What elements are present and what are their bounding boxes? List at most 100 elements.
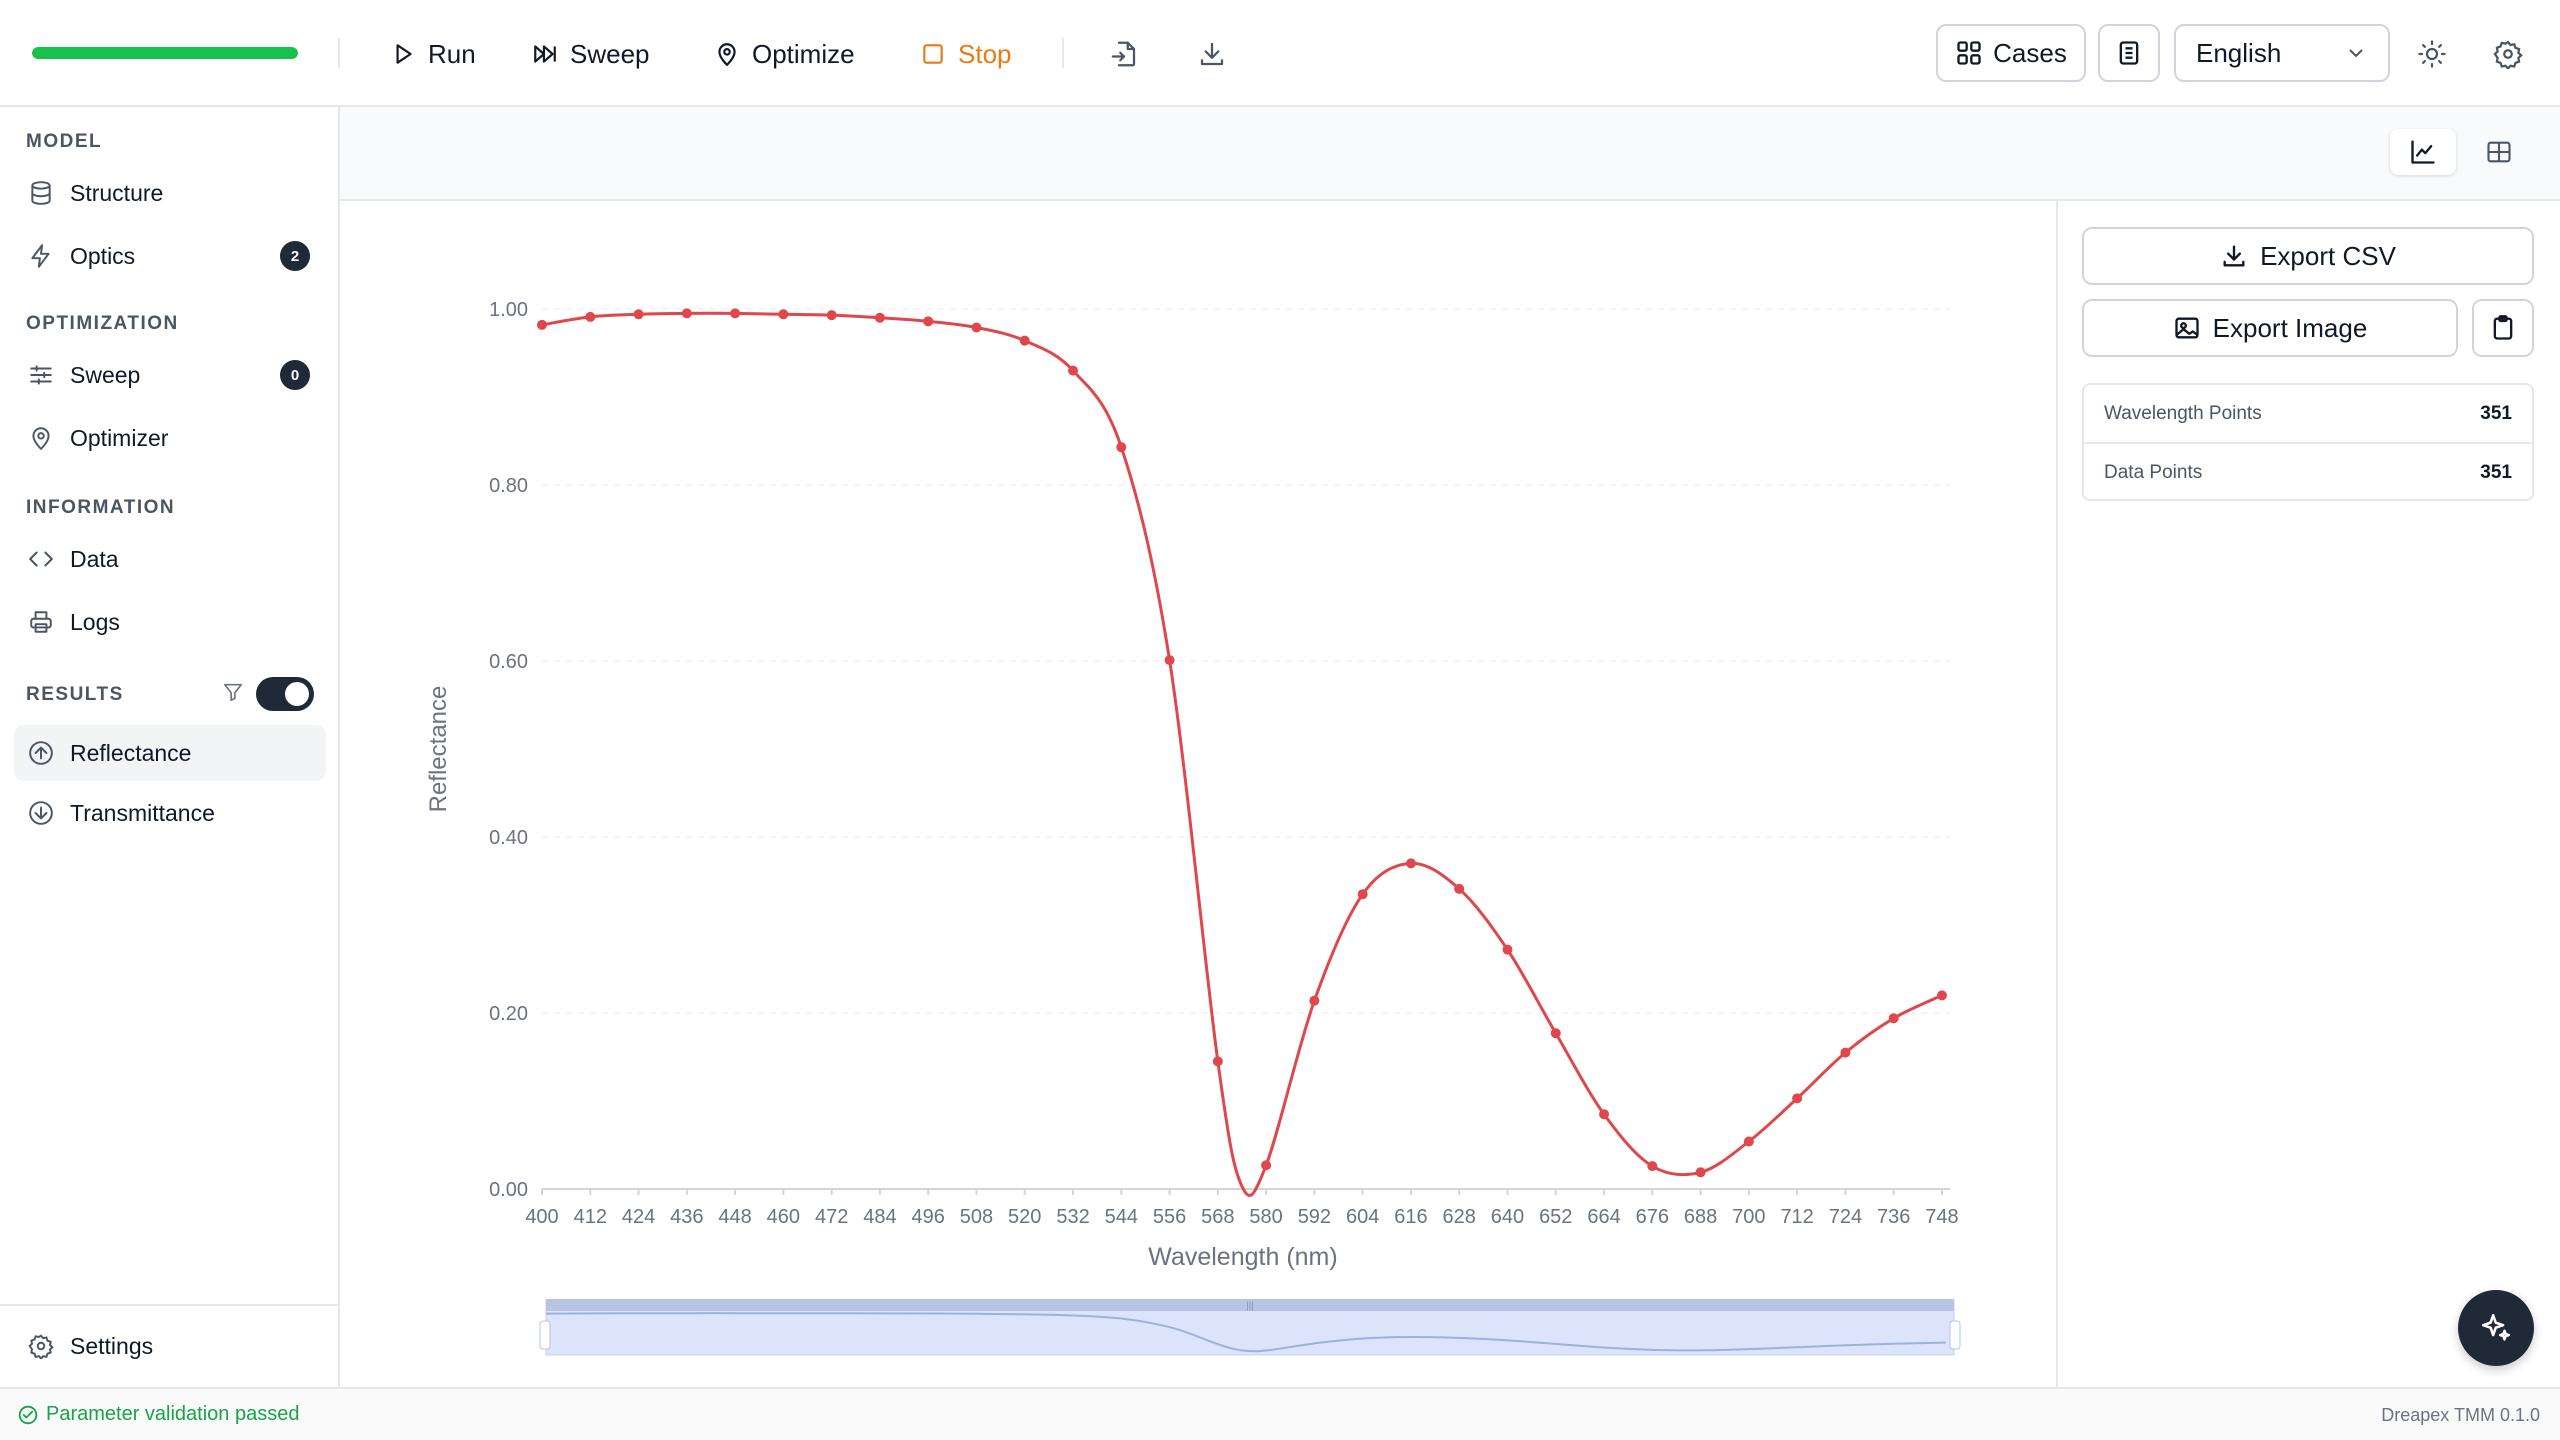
- table-view-button[interactable]: [2466, 129, 2532, 175]
- notes-button[interactable]: [2098, 24, 2160, 82]
- language-select[interactable]: English: [2174, 24, 2390, 82]
- data-point: [1743, 1136, 1754, 1147]
- printer-icon: [30, 611, 52, 633]
- sidebar-item-structure[interactable]: Structure: [14, 165, 326, 221]
- x-tick-label: 748: [1925, 1206, 1958, 1228]
- sparkle-icon: [2481, 1313, 2511, 1341]
- y-tick-label: 1.00: [489, 299, 528, 321]
- code-icon: [29, 551, 53, 567]
- data-point: [778, 309, 789, 320]
- x-tick-label: 664: [1587, 1206, 1620, 1228]
- x-tick-label: 712: [1780, 1206, 1813, 1228]
- data-point: [1792, 1093, 1803, 1104]
- data-point: [1550, 1028, 1561, 1039]
- x-tick-label: 652: [1539, 1206, 1572, 1228]
- data-point: [1309, 995, 1320, 1006]
- zoom-handle-right[interactable]: [1949, 1320, 1961, 1350]
- data-point: [1502, 944, 1513, 955]
- section-label-model: MODEL: [26, 131, 103, 152]
- x-tick-label: 484: [863, 1206, 896, 1228]
- stat-wavelength-points: Wavelength Points 351: [2084, 385, 2532, 442]
- y-tick-label: 0.00: [489, 1179, 528, 1201]
- status-bar: Parameter validation passed Dreapex TMM …: [0, 1387, 2560, 1440]
- fast-forward-icon: [534, 45, 556, 63]
- sidebar-item-settings[interactable]: Settings: [14, 1318, 326, 1374]
- data-point: [1261, 1160, 1272, 1171]
- stop-button[interactable]: Stop: [920, 30, 1012, 78]
- file-import-icon: [1111, 41, 1136, 67]
- gear-icon: [28, 1334, 54, 1359]
- run-button[interactable]: Run: [390, 30, 476, 78]
- x-tick-label: 436: [670, 1206, 703, 1228]
- sidebar-item-sweep[interactable]: Sweep 0: [14, 347, 326, 403]
- theme-toggle-button[interactable]: [2410, 32, 2454, 76]
- sidebar: MODEL Structure Optics 2 OPTIMIZATION Sw…: [0, 107, 340, 1387]
- x-tick-label: 532: [1056, 1206, 1089, 1228]
- settings-button[interactable]: [2486, 32, 2530, 76]
- data-point: [923, 316, 934, 327]
- zoom-slider-bar[interactable]: [546, 1299, 1954, 1311]
- sun-icon: [2418, 40, 2446, 68]
- export-image-button[interactable]: Export Image: [2082, 299, 2458, 357]
- export-csv-button[interactable]: Export CSV: [2082, 227, 2534, 285]
- progress-bar: [32, 47, 298, 59]
- x-tick-label: 628: [1443, 1206, 1476, 1228]
- section-label-information: INFORMATION: [26, 497, 176, 518]
- data-point: [1068, 365, 1079, 376]
- stat-divider: [2084, 442, 2532, 444]
- sidebar-item-label: Structure: [70, 179, 164, 206]
- x-axis-ticks: 400 412 424 436 448 460 472 484 496 508 520 532 544 5…: [525, 1189, 1959, 1228]
- filter-icon[interactable]: [222, 681, 244, 703]
- sidebar-item-optics[interactable]: Optics 2: [14, 228, 326, 284]
- sidebar-item-logs[interactable]: Logs: [14, 594, 326, 650]
- optimize-button[interactable]: Optimize: [714, 30, 855, 78]
- x-tick-label: 556: [1153, 1206, 1186, 1228]
- y-axis-label: Reflectance: [425, 686, 452, 813]
- data-point: [874, 312, 885, 323]
- copy-clipboard-button[interactable]: [2472, 299, 2534, 357]
- stop-label: Stop: [958, 38, 1012, 69]
- download-button[interactable]: [1190, 32, 1234, 76]
- chart-view-button[interactable]: [2390, 129, 2456, 175]
- sidebar-item-reflectance[interactable]: Reflectance: [14, 725, 326, 781]
- toolbar-divider: [338, 38, 340, 68]
- x-tick-label: 700: [1732, 1206, 1765, 1228]
- gear-icon: [2493, 40, 2523, 69]
- x-tick-label: 640: [1491, 1206, 1524, 1228]
- ai-assistant-button[interactable]: [2458, 1290, 2534, 1366]
- data-point: [537, 319, 547, 330]
- sidebar-item-transmittance[interactable]: Transmittance: [14, 785, 326, 841]
- chart-area: 0.00 0.20 0.40 0.60 0.80 1.00 400 412 424 436 448…: [340, 201, 2056, 1387]
- check-circle-icon: [18, 1405, 38, 1424]
- x-tick-label: 604: [1346, 1206, 1379, 1228]
- sidebar-item-label: Settings: [70, 1332, 154, 1359]
- export-image-label: Export Image: [2212, 312, 2368, 343]
- zoom-preview-line: [545, 1312, 1946, 1353]
- sweep-label: Sweep: [570, 38, 650, 69]
- toggle-knob: [285, 682, 309, 706]
- reflectance-chart[interactable]: 0.00 0.20 0.40 0.60 0.80 1.00 400 412 424 436 448…: [340, 201, 2056, 1387]
- data-point: [1695, 1167, 1706, 1178]
- data-point: [633, 309, 644, 320]
- reflectance-series-line: [541, 311, 1943, 1197]
- cases-button[interactable]: Cases: [1936, 24, 2086, 82]
- validation-status: Parameter validation passed: [18, 1403, 299, 1426]
- data-point: [1599, 1109, 1610, 1120]
- zoom-handle-left[interactable]: [539, 1320, 551, 1350]
- x-tick-label: 448: [718, 1206, 751, 1228]
- y-tick-label: 0.40: [489, 827, 528, 849]
- sweep-button[interactable]: Sweep: [532, 30, 650, 78]
- sidebar-item-optimizer[interactable]: Optimizer: [14, 410, 326, 466]
- stat-label: Data Points: [2104, 461, 2203, 483]
- y-axis-ticks: 0.00 0.20 0.40 0.60 0.80 1.00: [489, 299, 528, 1201]
- table-icon: [2487, 141, 2511, 163]
- results-toggle[interactable]: [256, 677, 314, 711]
- chevron-down-icon: [2349, 49, 2363, 58]
- app-version: Dreapex TMM 0.1.0: [2381, 1405, 2540, 1425]
- import-button[interactable]: [1102, 32, 1146, 76]
- data-point: [1116, 442, 1127, 453]
- reflectance-series-points: [537, 308, 1947, 1178]
- sidebar-item-data[interactable]: Data: [14, 531, 326, 587]
- zoom-slider[interactable]: |||: [539, 1299, 1961, 1356]
- data-point: [1840, 1047, 1851, 1058]
